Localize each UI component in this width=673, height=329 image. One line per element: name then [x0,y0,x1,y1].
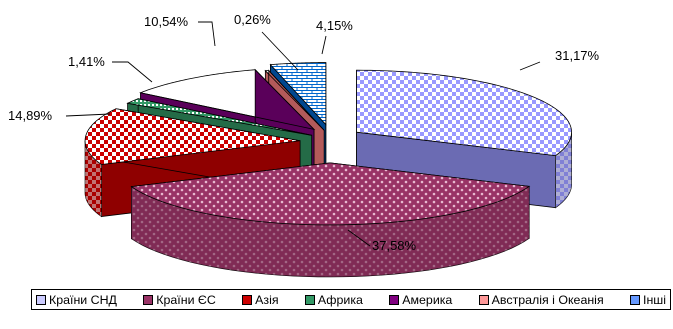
legend-item-australia: Австралія і Океанія [478,292,604,307]
legend-swatch-sng [36,294,46,305]
legend-item-america: Америка [389,293,452,307]
data-label-eu: 37,58% [372,238,417,253]
legend-swatch-africa [304,294,315,305]
slice-asia-side-texture [85,140,102,217]
slice-eu-top [130,162,531,226]
legend-label-africa: Африка [317,292,363,307]
data-label-america: 10,54% [144,14,189,29]
leader-line-asia [65,113,111,117]
data-label-africa: 1,41% [68,54,105,69]
data-label-australia: 0,26% [234,12,271,27]
legend-label-eu: Країни ЄС [156,292,216,307]
legend-label-australia: Австралія і Океанія [491,292,604,307]
slice-other-top [269,62,327,126]
slice-australia-top [264,70,325,131]
legend: Країни СНД Країни ЄС Азія Африка Америка… [31,289,671,310]
data-label-asia: 14,89% [8,108,53,123]
slice-eu [130,162,531,278]
leader-line-sng [519,61,541,71]
legend-item-africa: Африка [304,292,363,307]
legend-label-other: Інші [643,292,666,307]
legend-swatch-other [630,294,640,305]
pie-chart: 31,17% 37,58% 14,89% 1,41% 10,54% 0,26% 4,15% [8,12,600,278]
legend-label-asia: Азія [255,292,279,307]
slice-africa-top [126,98,312,136]
legend-item-asia: Азія [242,292,279,307]
leader-line-australia [261,31,299,71]
legend-item-eu: Країни ЄС [143,293,216,307]
legend-swatch-australia [478,294,489,305]
legend-swatch-asia [242,294,253,305]
leader-line-eu [347,229,371,247]
leader-line-other [321,35,327,55]
legend-swatch-eu [143,294,154,305]
slice-asia-top [84,108,301,165]
slice-america-top [139,69,316,131]
slice-eu-side-texture [131,186,530,277]
legend-label-america: Америка [402,292,453,307]
leader-line-africa [112,61,153,83]
legend-item-sng: Країни СНД [36,293,117,307]
leader-line-america [198,21,216,47]
legend-label-sng: Країни СНД [49,292,117,307]
legend-swatch-america [389,294,400,305]
slice-sng-top [356,69,572,157]
data-label-other: 4,15% [316,18,353,33]
slice-sng-side-texture [555,132,572,208]
legend-item-other: Інші [630,293,666,307]
data-label-sng: 31,17% [555,48,600,63]
